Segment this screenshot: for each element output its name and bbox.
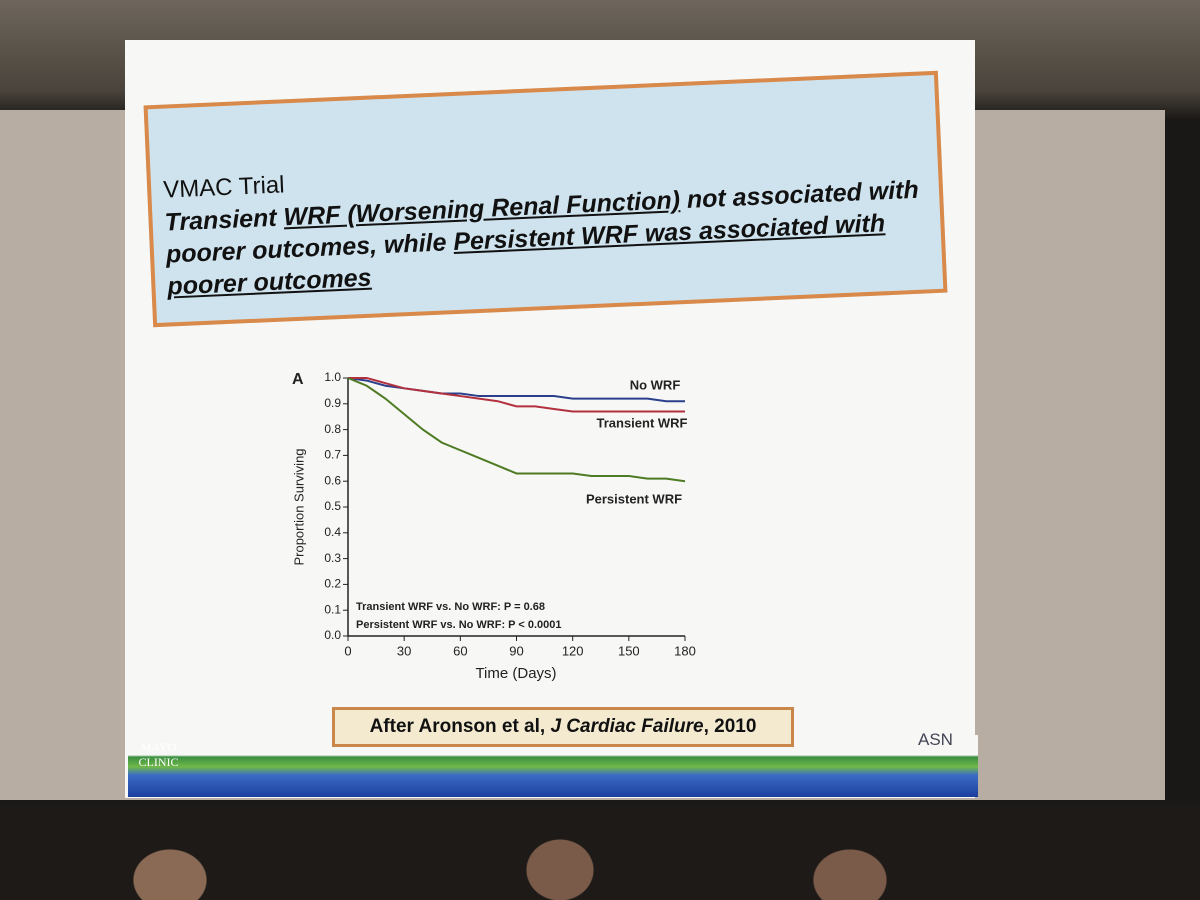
y-tick-label: 0.4 [324,525,341,539]
y-tick-label: 0.2 [324,577,341,591]
annotation: Transient WRF vs. No WRF: P = 0.68 [356,601,545,613]
y-tick-label: 0.3 [324,551,341,565]
series-label: Transient WRF [596,415,687,430]
y-tick-label: 0.8 [324,422,341,436]
x-tick-label: 180 [674,643,696,658]
annotation: Persistent WRF vs. No WRF: P < 0.0001 [356,619,562,631]
citation-part: , 2010 [703,716,757,737]
citation-part: J Cardiac Failure [550,716,704,737]
citation-part: After Aronson et al, [369,716,551,737]
logo-mayo: MAYO CLINIC [138,740,179,769]
x-tick-label: 120 [562,643,584,658]
y-tick-label: 1.0 [324,370,341,384]
logo-asn: ASN [918,730,953,749]
y-tick-label: 0.6 [324,473,341,487]
x-axis-label: Time (Days) [475,665,556,682]
y-axis-label: Proportion Surviving [291,448,306,565]
series-label: Persistent WRF [586,491,682,506]
series-line [347,377,686,483]
y-tick-label: 0.9 [324,396,341,410]
series-label: No WRF [630,377,681,392]
x-tick-label: 30 [397,643,411,658]
x-tick-label: 150 [618,643,640,658]
x-tick-label: 60 [453,643,467,658]
y-tick-label: 0.0 [324,628,341,642]
y-tick-label: 0.7 [324,448,341,462]
panel-label: A [292,371,304,388]
citation: After Aronson et al, J Cardiac Failure, … [332,707,794,747]
y-tick-label: 0.5 [324,499,341,513]
series-line [348,377,685,413]
y-tick-label: 0.1 [324,602,341,616]
audience [0,810,1200,900]
x-tick-label: 90 [509,643,523,658]
x-tick-label: 0 [344,643,351,658]
